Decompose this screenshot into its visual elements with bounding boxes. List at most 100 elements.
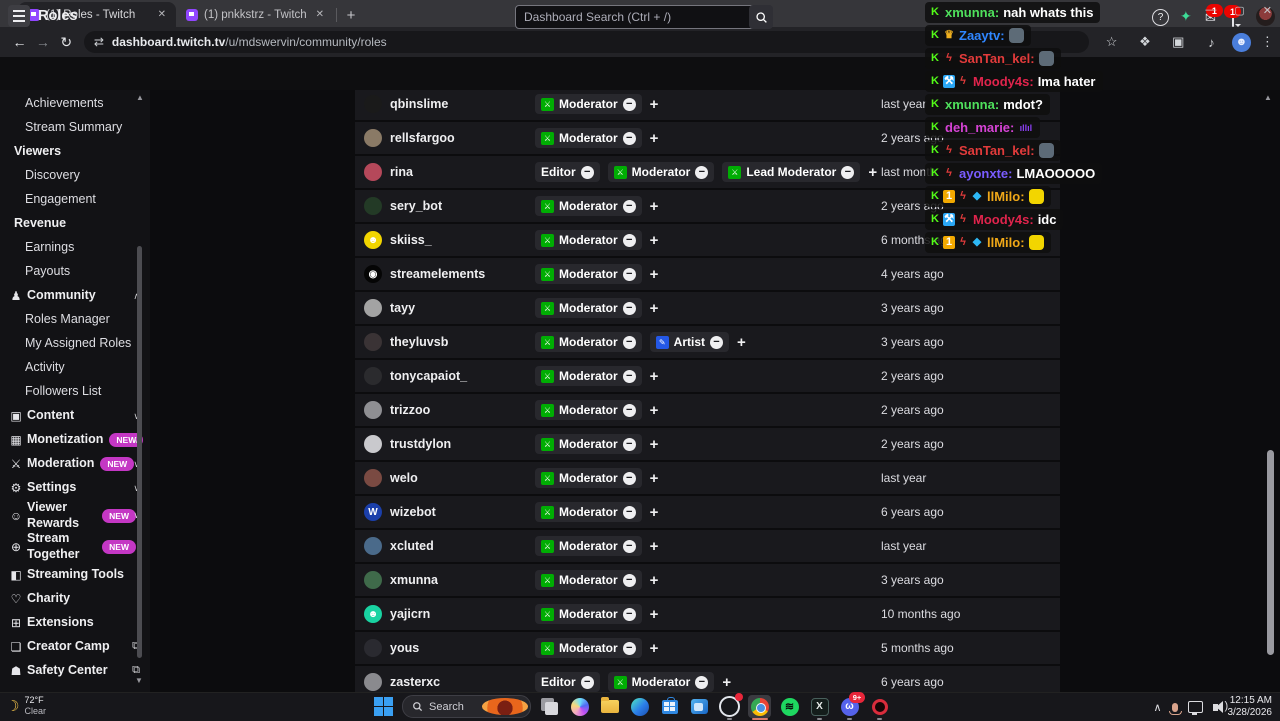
tray-chevron-icon[interactable]: ∧ (1153, 701, 1162, 714)
remove-role-button[interactable]: − (622, 403, 636, 417)
new-tab-button[interactable]: + (346, 6, 356, 24)
remove-role-button[interactable]: − (695, 675, 709, 689)
chrome-icon[interactable] (748, 695, 771, 720)
add-role-button[interactable]: + (649, 503, 659, 521)
add-role-button[interactable]: + (737, 333, 746, 351)
help-icon[interactable]: ? (1152, 9, 1169, 26)
discord-icon[interactable]: ω 9+ (838, 692, 865, 720)
copilot-icon[interactable] (568, 695, 591, 718)
sidebar-item[interactable]: ◧ Streaming Tools ⧉ (0, 563, 150, 587)
add-role-button[interactable]: + (649, 299, 659, 317)
add-role-button[interactable]: + (649, 129, 659, 147)
add-role-button[interactable]: + (649, 435, 659, 453)
add-role-button[interactable]: + (722, 673, 732, 691)
remove-role-button[interactable]: − (622, 97, 636, 111)
sparkle-icon[interactable]: ✦ (1180, 8, 1192, 24)
edge-icon[interactable] (628, 695, 651, 718)
address-bar[interactable]: ⇄ dashboard.twitch.tv/u/mdswervin/commun… (83, 31, 1089, 53)
sidebar-item[interactable]: ♡ Charity ⧉ (0, 587, 150, 611)
sidebar-item[interactable]: ⚔ Moderation NEW ∨ ⧉ (0, 452, 150, 476)
add-role-button[interactable]: + (649, 231, 659, 249)
microsoft-store-icon[interactable] (658, 695, 681, 718)
snipping-tool-icon[interactable] (538, 695, 561, 718)
add-role-button[interactable]: + (649, 367, 659, 385)
sidebar-item[interactable]: Achievements ⧉ (0, 92, 150, 116)
remove-role-button[interactable]: − (622, 301, 636, 315)
forward-button[interactable]: → (35, 34, 50, 50)
spotify-icon[interactable]: ≋ (778, 695, 801, 718)
sidebar-item[interactable]: ⊞ Extensions ⧉ (0, 611, 150, 635)
hamburger-menu-button[interactable] (8, 5, 30, 27)
remove-role-button[interactable]: − (580, 675, 594, 689)
whispers-icon[interactable]: 1 (1224, 5, 1241, 27)
opera-icon[interactable] (868, 695, 891, 720)
remove-role-button[interactable]: − (622, 505, 636, 519)
network-icon[interactable] (1187, 701, 1203, 715)
remove-role-button[interactable]: − (622, 539, 636, 553)
remove-role-button[interactable]: − (841, 165, 855, 179)
remove-role-button[interactable]: − (622, 369, 636, 383)
clock[interactable]: 12:15 AM 3/28/2026 (1227, 694, 1273, 719)
sidebar-item[interactable]: ❏ Creator Camp ⧉ (0, 635, 150, 659)
sidebar-item[interactable]: ☺ Viewer Rewards NEW ∨ ⧉ (0, 500, 150, 531)
window-minimize-button[interactable]: — (1205, 4, 1217, 16)
remove-role-button[interactable]: − (695, 165, 709, 179)
reload-button[interactable]: ↻ (60, 33, 73, 50)
page-scroll-up-arrow[interactable]: ▲ (1264, 93, 1272, 102)
remove-role-button[interactable]: − (622, 267, 636, 281)
tab-roles[interactable]: (1) Roles - Twitch ✕ (18, 2, 176, 27)
back-button[interactable]: ← (12, 34, 27, 50)
browser-profile-avatar[interactable]: ☻ (1232, 32, 1251, 52)
sidebar-item[interactable]: Revenue ⧉ (0, 212, 150, 236)
remove-role-button[interactable]: − (622, 437, 636, 451)
remove-role-button[interactable]: − (622, 641, 636, 655)
add-role-button[interactable]: + (649, 197, 659, 215)
sidebar-item[interactable]: Activity ⧉ (0, 356, 150, 380)
remove-role-button[interactable]: − (622, 471, 636, 485)
window-restore-button[interactable]: ▢ (1234, 5, 1245, 17)
remove-role-button[interactable]: − (580, 165, 594, 179)
sidebar-item[interactable]: ▣ Content ∨ ⧉ (0, 404, 150, 428)
tab-close-icon[interactable]: ✕ (315, 9, 324, 20)
sidebar-item[interactable]: Discovery ⧉ (0, 164, 150, 188)
remove-role-button[interactable]: − (710, 335, 724, 349)
add-role-button[interactable]: + (649, 605, 659, 623)
dashboard-search-input[interactable]: Dashboard Search (Ctrl + /) (515, 5, 765, 29)
outlook-icon[interactable] (688, 695, 711, 718)
reading-mode-icon[interactable]: ▣ (1172, 34, 1185, 49)
add-role-button[interactable]: + (868, 163, 878, 181)
sidebar-scroll-up-arrow[interactable]: ▲ (136, 93, 144, 102)
sidebar-item[interactable]: ⊕ Stream Together NEW ⧉ (0, 531, 150, 562)
remove-role-button[interactable]: − (622, 199, 636, 213)
sidebar-item[interactable]: Roles Manager ⧉ (0, 308, 150, 332)
add-role-button[interactable]: + (649, 401, 659, 419)
dashboard-search-button[interactable] (749, 5, 773, 29)
remove-role-button[interactable]: − (622, 335, 636, 349)
sidebar-item[interactable]: Earnings ⧉ (0, 236, 150, 260)
sidebar-item[interactable]: Stream Summary ⧉ (0, 116, 150, 140)
sidebar-item[interactable]: My Assigned Roles ⧉ (0, 332, 150, 356)
sidebar-item[interactable]: ♟ Community ∧ ⧉ (0, 284, 150, 308)
inbox-icon[interactable]: ✉ 1 (1205, 4, 1223, 26)
sidebar-item[interactable]: Payouts ⧉ (0, 260, 150, 284)
sidebar-scrollbar[interactable] (137, 246, 142, 658)
browser-menu-icon[interactable]: ⋮ (1260, 34, 1274, 49)
add-role-button[interactable]: + (649, 265, 659, 283)
bookmark-star-icon[interactable]: ☆ (1105, 34, 1118, 49)
volume-icon[interactable] (1212, 700, 1228, 713)
remove-role-button[interactable]: − (622, 607, 636, 621)
sidebar-item[interactable]: Followers List ⧉ (0, 380, 150, 404)
weather-widget[interactable]: ☽ 72°F Clear (6, 695, 46, 717)
sidebar-item[interactable]: ▦ Monetization NEW ∨ ⧉ (0, 428, 150, 452)
remove-role-button[interactable]: − (622, 131, 636, 145)
remove-role-button[interactable]: − (622, 573, 636, 587)
tab-close-icon[interactable]: ✕ (157, 9, 166, 20)
microphone-icon[interactable] (1169, 702, 1182, 715)
site-settings-icon[interactable]: ⇄ (93, 35, 104, 49)
taskbar-search-box[interactable]: Search (402, 695, 531, 718)
remove-role-button[interactable]: − (622, 233, 636, 247)
tab-pnkkstrz[interactable]: (1) pnkkstrz - Twitch ✕ (176, 2, 334, 27)
x-app-icon[interactable]: X (808, 695, 831, 720)
sidebar-item[interactable]: ☗ Safety Center ⧉ (0, 659, 150, 683)
media-controls-icon[interactable]: ♪ (1208, 34, 1215, 50)
